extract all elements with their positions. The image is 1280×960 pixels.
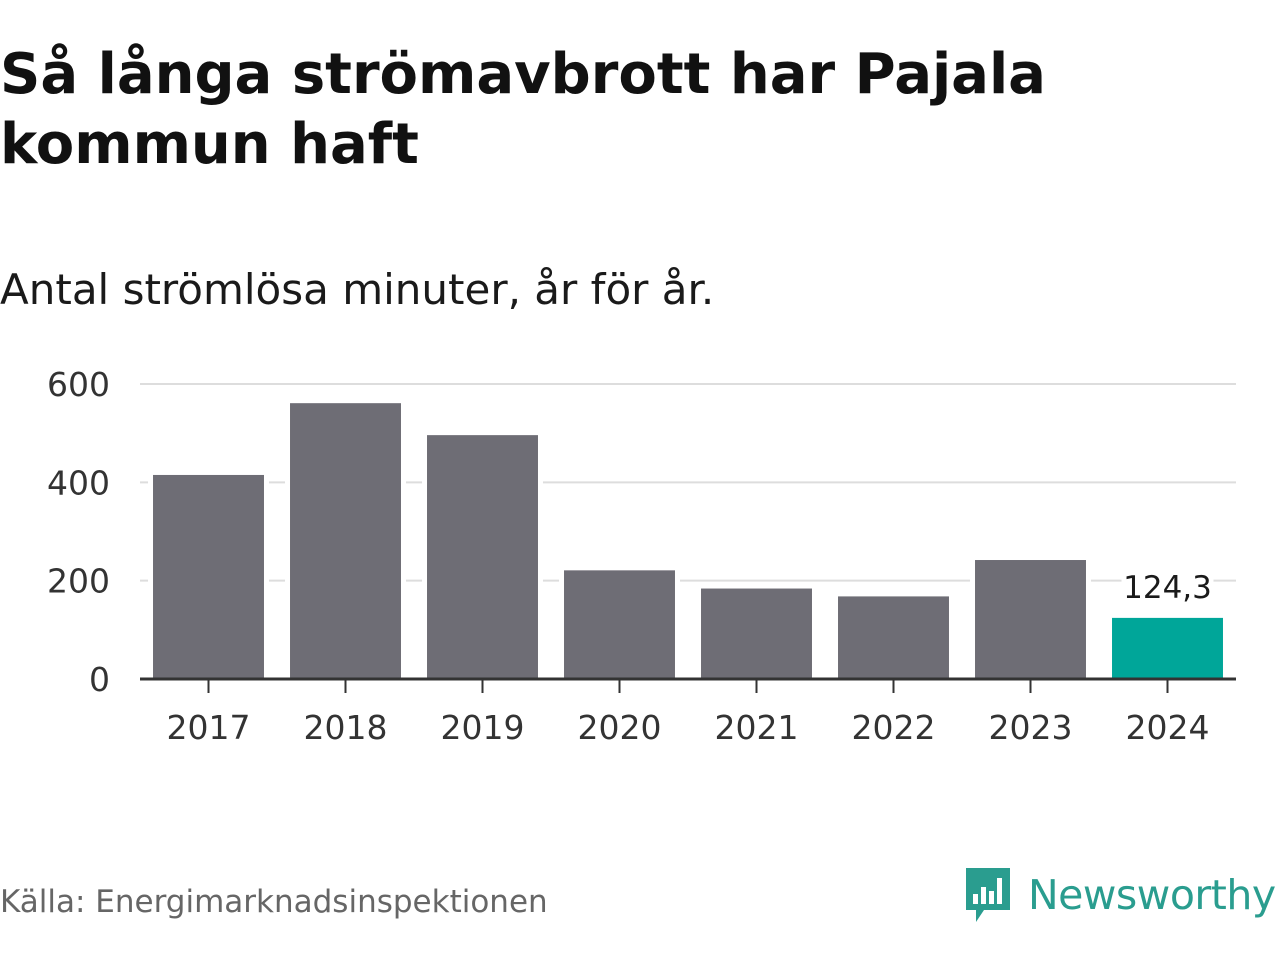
x-tick-label: 2019: [441, 708, 525, 747]
bar-2024: [1112, 617, 1223, 679]
brand-logo[interactable]: Newsworthy: [962, 862, 1276, 928]
y-tick-label: 600: [47, 365, 110, 404]
y-tick-label: 400: [47, 463, 110, 502]
data-labels: 124,3: [1121, 567, 1214, 606]
data-label: 124,3: [1123, 570, 1212, 606]
bars: [148, 398, 1228, 679]
x-tick-label: 2017: [167, 708, 251, 747]
newsworthy-logo-icon: [966, 868, 1010, 922]
bar-2022: [838, 596, 949, 679]
x-tick-label: 2018: [304, 708, 388, 747]
y-tick-label: 0: [89, 660, 110, 699]
x-tick-label: 2020: [578, 708, 662, 747]
y-axis-ticks: 0 200 400 600: [47, 365, 110, 699]
data-label-halo: [1121, 567, 1214, 604]
x-axis-ticks: 2017 2018 2019 2020 2021 2022 2023 2024: [167, 679, 1210, 747]
bar-2018: [290, 403, 401, 679]
x-tick-label: 2024: [1126, 708, 1210, 747]
bar-2020: [564, 570, 675, 679]
bar-2019: [427, 435, 538, 679]
bar-2017: [153, 474, 264, 679]
y-tick-label: 200: [47, 562, 110, 601]
x-tick-label: 2023: [989, 708, 1073, 747]
x-tick-label: 2021: [715, 708, 799, 747]
chart-subtitle: Antal strömlösa minuter, år för år.: [0, 265, 715, 314]
brand-name: Newsworthy: [1028, 871, 1276, 919]
bar-2021: [701, 588, 812, 679]
chart-title: Så långa strömavbrott har Pajala kommun …: [0, 42, 1046, 177]
bar-2023: [975, 560, 1086, 679]
source-note: Källa: Energimarknadsinspektionen: [0, 884, 548, 920]
x-tick-label: 2022: [852, 708, 936, 747]
